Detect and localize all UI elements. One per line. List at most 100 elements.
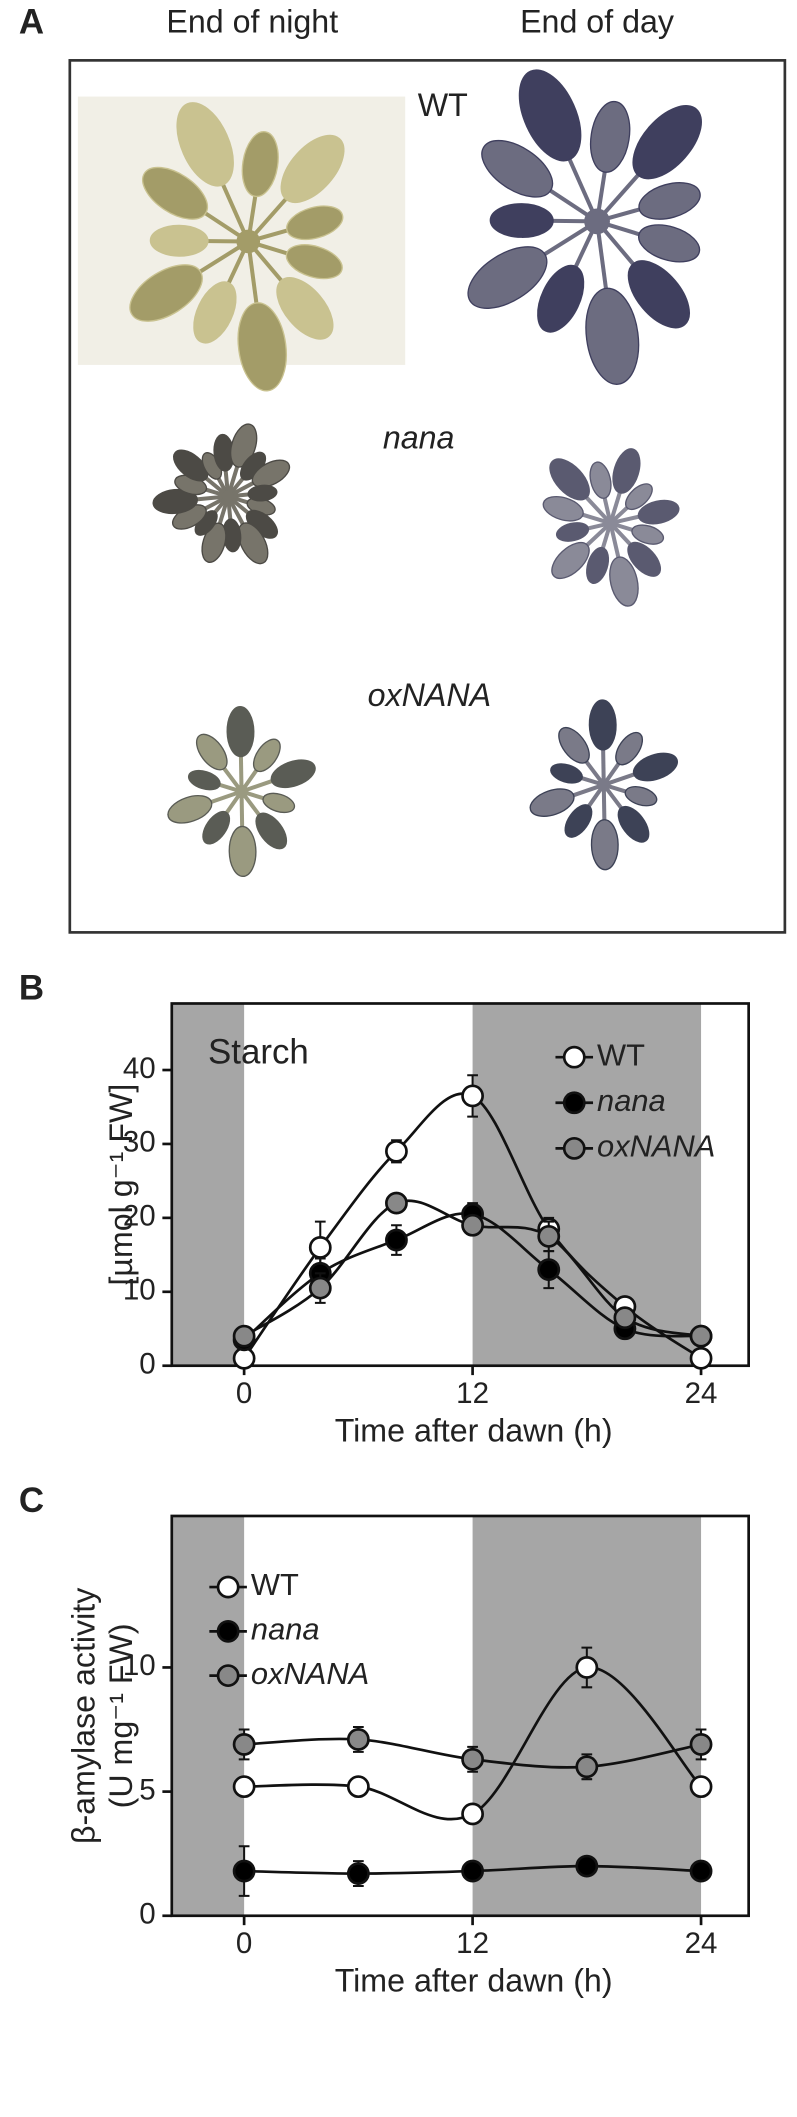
legend-marker [562,1091,586,1115]
y-axis-title: β-amylase activity [65,1587,101,1844]
leaf-blade [255,812,288,850]
panel-frame [68,59,787,934]
leaf-blade [588,699,617,751]
marker [385,1139,408,1163]
leaf-blade [176,102,234,187]
leaf-blade [252,738,281,773]
y-tick-label: 30 [123,1126,156,1159]
leaf-blade [226,706,255,758]
x-tick-label: 12 [456,1927,489,1960]
leaf-blade [167,794,213,824]
leaf [152,488,229,515]
leaf-blade [276,277,334,340]
marker [232,1346,256,1370]
leaf-blade [564,804,593,838]
marker [537,1258,561,1282]
marker [689,1859,713,1883]
series-line [244,1666,703,1821]
leaf-blade [586,546,610,584]
leaf-blade [149,224,209,257]
leaf-blade [489,203,554,238]
y-axis-title: [µmol g⁻¹ FW] [103,1084,139,1286]
leaf-blade [142,166,209,220]
legend-label: nana [597,1083,666,1118]
leaf-blade [518,69,582,162]
leaf-blade [237,302,287,392]
column-title: End of night [166,4,338,40]
leaf-blade [285,244,343,280]
night-shade [472,1515,702,1916]
leaf-blade [617,805,650,843]
night-shade [171,1515,245,1916]
rosette-center [603,516,618,530]
leaf-blade [251,459,291,488]
leaf [237,241,287,392]
leaf-blade [193,281,237,344]
marker [689,1346,713,1370]
leaf-blade [627,260,690,329]
legend-label: WT [597,1037,645,1072]
legend-marker [216,1619,240,1643]
marker [232,1775,256,1799]
y-axis-title: (U mg⁻¹ FW) [103,1623,139,1808]
marker [461,1747,484,1771]
leaf-blade [537,264,585,333]
y-tick-label: 10 [123,1649,156,1682]
rosette-center [234,784,249,799]
night-shade [171,1003,245,1366]
panel-label: C [19,1481,44,1520]
leaf [228,791,257,878]
leaf-blade [638,182,701,220]
legend-marker [216,1575,240,1599]
leaf-blade [555,522,590,542]
leaf [585,221,640,385]
leaf-blade [612,448,641,494]
leaf-blade [270,759,316,789]
leaf-blade [201,522,227,563]
leaf [529,782,605,817]
leaf [589,461,613,524]
leaf-blade [237,522,269,565]
leaf-blade [152,488,198,515]
legend-label: WT [251,1567,299,1602]
legend-marker [562,1136,586,1160]
leaf [608,522,639,607]
leaf-blade [262,792,296,814]
marker [346,1728,370,1751]
leaf [590,784,619,871]
leaf [589,100,631,222]
leaf-blade [550,763,583,784]
marker [461,1802,484,1826]
leaf-blade [195,733,228,771]
leaf-blade [549,458,590,501]
x-tick-label: 0 [236,1927,252,1960]
leaf-blade [529,788,575,817]
night-shade [472,1003,702,1366]
leaf [226,706,255,792]
marker [575,1854,599,1878]
x-tick-label: 24 [685,1927,718,1960]
x-axis-title: Time after dawn (h) [335,1412,613,1448]
marker [613,1306,637,1330]
marker [689,1324,713,1348]
leaf-blade [624,785,658,807]
leaf-blade [609,556,639,607]
leaf-blade [187,769,221,791]
legend-marker [216,1664,240,1688]
x-tick-label: 0 [236,1377,252,1410]
plant-photos [129,69,702,878]
leaf-blade [467,246,548,309]
x-tick-label: 24 [685,1377,718,1410]
legend-label: oxNANA [251,1656,369,1691]
leaf-blade [585,287,640,385]
marker [385,1228,408,1252]
plot-frame [170,1002,750,1368]
leaf-blade [551,541,590,580]
marker [537,1224,561,1248]
y-tick-label: 5 [139,1773,155,1806]
marker [689,1733,713,1756]
y-tick-label: 40 [123,1052,156,1085]
leaf-blade [286,205,344,241]
rosette-center [597,778,611,792]
